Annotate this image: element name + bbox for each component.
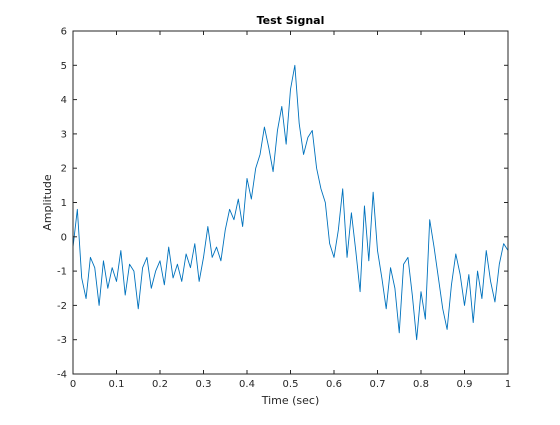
y-tick-label: -3 — [57, 335, 67, 346]
x-tick-label: 0.1 — [109, 379, 125, 390]
x-tick-label: 0.2 — [152, 379, 168, 390]
y-tick-label: -1 — [57, 267, 67, 278]
y-axis-label: Amplitude — [41, 174, 54, 231]
y-tick-label: -2 — [57, 301, 67, 312]
plot-area-background — [73, 31, 508, 374]
x-tick-label: 0.4 — [239, 379, 255, 390]
y-tick-label: 4 — [61, 95, 67, 106]
x-tick-label: 0.8 — [413, 379, 429, 390]
y-tick-label: 0 — [61, 232, 67, 243]
axes-layer: 0 0.1 0.2 0.3 0.4 0.5 0.6 0.7 0.8 0.9 1 -4 -3 -2 -1 0 1 2… — [57, 27, 511, 391]
data-layer — [72, 64, 509, 341]
y-tick-label: 2 — [61, 164, 67, 175]
x-tick-label: 1 — [505, 379, 511, 390]
series-line-0 — [72, 64, 509, 341]
x-tick-label: 0.9 — [457, 379, 473, 390]
y-tick-label: 6 — [61, 27, 67, 38]
x-tick-label: 0.5 — [283, 379, 299, 390]
y-tick-label: 1 — [61, 198, 67, 209]
y-tick-label: 3 — [61, 129, 67, 140]
y-tick-label: 5 — [61, 61, 67, 72]
x-tick-label: 0.3 — [196, 379, 212, 390]
chart-title: Test Signal — [257, 14, 325, 27]
y-tick-label: -4 — [57, 370, 67, 381]
x-axis-label: Time (sec) — [261, 394, 320, 407]
x-tick-label: 0 — [70, 379, 76, 390]
x-tick-label: 0.7 — [370, 379, 386, 390]
x-tick-label: 0.6 — [326, 379, 342, 390]
